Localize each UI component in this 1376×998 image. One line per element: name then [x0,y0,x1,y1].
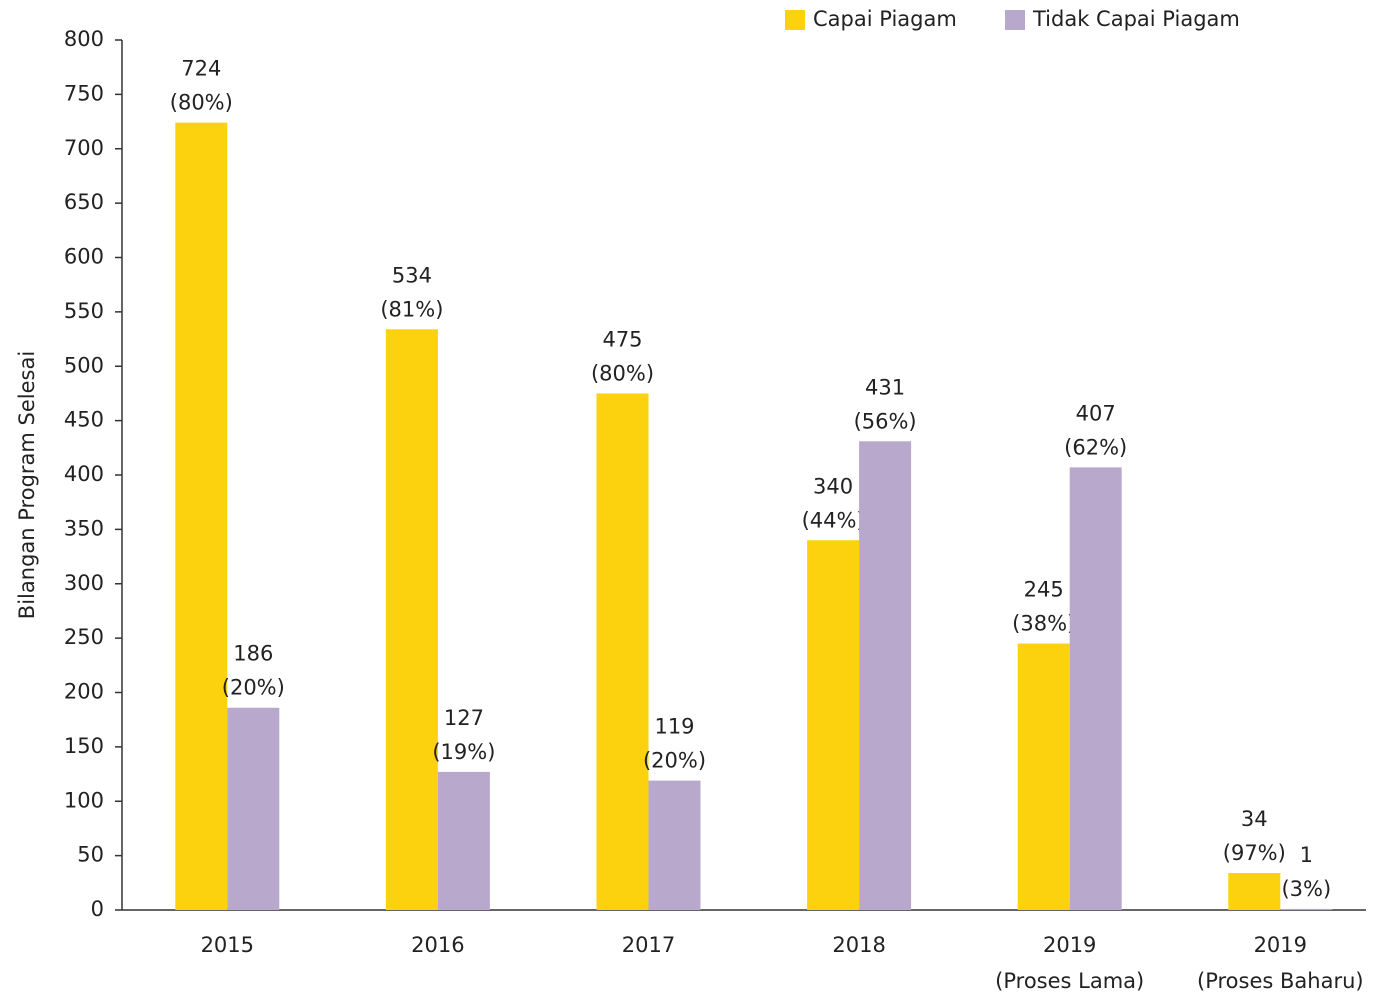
x-tick-label: 2015 [201,933,254,957]
bar [807,540,860,910]
legend-label: Capai Piagam [813,7,957,31]
value-label: 534 [392,263,432,287]
bar [437,771,490,910]
y-tick-label: 0 [91,897,104,921]
value-label: 186 [233,642,273,666]
y-tick-label: 700 [64,136,104,160]
share-label: (3%) [1281,877,1331,901]
bar [1228,873,1281,910]
share-label: (62%) [1064,435,1127,459]
bar [1017,643,1070,910]
bar [596,393,649,910]
y-tick-label: 200 [64,680,104,704]
share-label: (56%) [854,409,917,433]
y-tick-label: 150 [64,734,104,758]
x-tick-label: 2016 [411,933,464,957]
bar [175,122,228,910]
share-label: (19%) [432,740,495,764]
share-label: (20%) [222,676,285,700]
y-tick-label: 50 [77,843,104,867]
legend-swatch [1005,10,1025,30]
share-label: (80%) [591,361,654,385]
value-label: 431 [865,375,905,399]
share-label: (38%) [1012,612,1075,636]
value-label: 1 [1300,843,1313,867]
share-label: (44%) [802,508,865,532]
share-label: (20%) [643,749,706,773]
value-label: 119 [654,715,694,739]
y-tick-label: 750 [64,81,104,105]
bar [227,707,280,910]
share-label: (81%) [380,297,443,321]
x-tick-label: 2019 (Proses Lama) [995,933,1144,993]
bar [648,780,701,910]
value-label: 407 [1076,401,1116,425]
legend-label: Tidak Capai Piagam [1032,7,1240,31]
share-label: (97%) [1223,841,1286,865]
bar [385,329,438,910]
y-tick-label: 450 [64,408,104,432]
bar [1069,467,1122,910]
share-label: (80%) [170,91,233,115]
value-label: 475 [602,327,642,351]
y-tick-label: 300 [64,571,104,595]
y-tick-label: 600 [64,245,104,269]
y-axis-label: Bilangan Program Selesai [15,351,39,619]
value-label: 340 [813,474,853,498]
x-tick-label: 2017 [622,933,675,957]
y-tick-label: 100 [64,788,104,812]
bar [859,441,912,910]
legend-swatch [785,10,805,30]
value-label: 724 [181,57,221,81]
y-tick-label: 800 [64,27,104,51]
value-label: 34 [1241,807,1268,831]
y-tick-label: 400 [64,462,104,486]
y-tick-label: 500 [64,353,104,377]
y-tick-label: 650 [64,190,104,214]
x-tick-label: 2019 (Proses Baharu) [1197,933,1364,993]
x-tick-label: 2018 [832,933,885,957]
value-label: 245 [1024,578,1064,602]
value-label: 127 [444,706,484,730]
y-tick-label: 250 [64,625,104,649]
bar [1280,908,1333,910]
y-tick-label: 350 [64,516,104,540]
y-tick-label: 550 [64,299,104,323]
